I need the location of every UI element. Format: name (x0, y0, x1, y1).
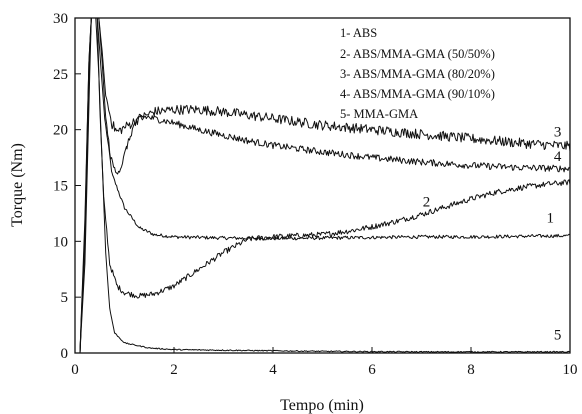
series-line-2 (75, 17, 571, 354)
y-tick-label: 20 (53, 123, 68, 139)
series-line-5 (75, 17, 571, 354)
legend: 1- ABS 2- ABS/MMA-GMA (50/50%) 3- ABS/MM… (340, 26, 495, 121)
series-line-3 (75, 17, 571, 354)
x-tick-label: 0 (71, 362, 79, 378)
y-tick-label: 25 (53, 67, 68, 83)
curve-label-1: 1 (546, 210, 554, 226)
x-tick-label: 6 (368, 362, 376, 378)
curve-label-2: 2 (423, 195, 431, 211)
x-tick-label: 2 (170, 362, 178, 378)
curve-label-5: 5 (554, 328, 562, 344)
y-tick-label: 10 (53, 234, 68, 250)
x-tick-label: 8 (467, 362, 475, 378)
x-tick-label: 4 (269, 362, 277, 378)
legend-entry-5: 5- MMA-GMA (340, 107, 418, 121)
curve-label-4: 4 (554, 149, 562, 165)
series-layer (75, 17, 571, 354)
x-tick-label: 10 (563, 362, 578, 378)
curve-label-3: 3 (554, 124, 562, 140)
curve-label-layer: 1 2 3 4 5 (423, 124, 562, 343)
y-axis-title: Torque (Nm) (9, 143, 26, 227)
legend-entry-2: 2- ABS/MMA-GMA (50/50%) (340, 47, 495, 61)
y-tick-label: 5 (61, 290, 69, 306)
legend-entry-4: 4- ABS/MMA-GMA (90/10%) (340, 87, 495, 101)
y-tick-label: 0 (61, 346, 69, 362)
x-axis-title: Tempo (min) (280, 397, 364, 414)
series-line-1 (75, 17, 571, 354)
series-line-4 (75, 17, 571, 354)
plot-frame (74, 17, 571, 354)
legend-entry-1: 1- ABS (340, 26, 377, 40)
y-tick-label: 15 (53, 179, 68, 195)
y-tick-label: 30 (53, 11, 68, 27)
legend-entry-3: 3- ABS/MMA-GMA (80/20%) (340, 67, 495, 81)
